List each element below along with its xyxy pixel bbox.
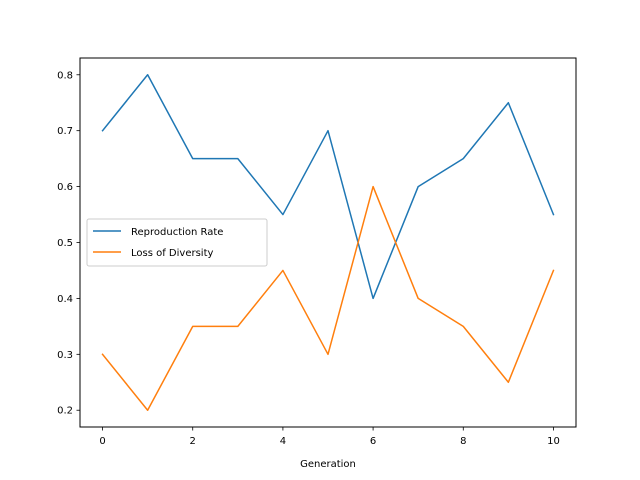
y-tick-label: 0.8	[57, 70, 73, 81]
series-line-2	[101, 185, 555, 411]
y-tick-label: 0.4	[57, 294, 73, 305]
y-tick-label: 0.7	[57, 126, 73, 137]
y-tick-label: 0.2	[57, 406, 73, 417]
x-tick-label: 8	[460, 436, 466, 447]
x-tick-label: 0	[99, 436, 105, 447]
y-tick-label: 0.5	[57, 238, 73, 249]
legend-frame	[86, 218, 268, 267]
y-axis-ticks: 0.2 0.3 0.4 0.5 0.6 0.7 0.8	[57, 70, 80, 417]
x-tick-label: 4	[280, 436, 286, 447]
y-tick-label: 0.6	[57, 182, 73, 193]
x-tick-label: 6	[370, 436, 376, 447]
y-tick-label: 0.3	[57, 350, 73, 361]
x-axis-ticks: 0 2 4 6 8 10	[99, 427, 560, 447]
legend: Reproduction Rate Loss of Diversity	[86, 218, 268, 267]
legend-label-2: Loss of Diversity	[131, 248, 213, 259]
x-tick-label: 10	[547, 436, 560, 447]
series-line-1	[101, 74, 555, 300]
series-layer	[101, 74, 555, 411]
x-axis-label: Generation	[300, 459, 356, 470]
x-tick-label: 2	[190, 436, 196, 447]
legend-label-1: Reproduction Rate	[131, 227, 223, 238]
